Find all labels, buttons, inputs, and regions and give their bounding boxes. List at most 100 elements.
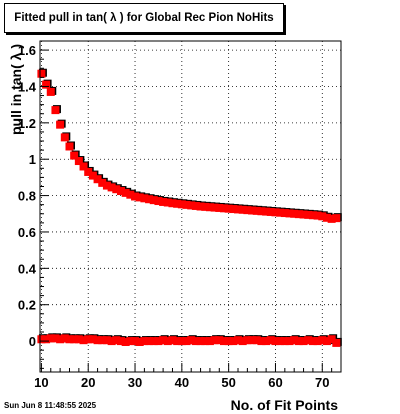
data-point	[79, 336, 88, 345]
data-point	[102, 336, 111, 345]
data-point	[266, 207, 275, 216]
data-point	[215, 203, 224, 212]
chart-title: Fitted pull in tan( λ ) for Global Rec P…	[4, 3, 284, 33]
data-point	[42, 80, 51, 89]
x-tick-label: 20	[81, 375, 95, 390]
y-tick-label: 1.2	[18, 116, 36, 131]
data-point	[163, 198, 172, 207]
data-point	[46, 87, 55, 96]
data-point	[93, 336, 102, 345]
data-point	[56, 335, 65, 344]
data-point	[304, 336, 313, 345]
data-point	[252, 206, 261, 215]
data-point	[116, 187, 125, 196]
y-tick-label: 0	[29, 334, 36, 349]
y-tick-label: 1	[29, 152, 36, 167]
data-point	[248, 336, 257, 345]
y-axis-title: pull in tan( λ )	[8, 44, 24, 135]
data-point	[224, 204, 233, 213]
data-point	[46, 334, 55, 343]
data-point	[201, 202, 210, 211]
data-point	[322, 213, 331, 222]
data-point	[173, 199, 182, 208]
data-point	[262, 337, 271, 346]
data-point	[196, 202, 205, 211]
data-point	[280, 337, 289, 346]
data-point	[285, 209, 294, 218]
data-point	[107, 183, 116, 192]
data-point	[102, 181, 111, 190]
x-tick-label: 40	[175, 375, 189, 390]
data-point	[205, 203, 214, 212]
data-point	[299, 337, 308, 346]
x-tick-label: 60	[268, 375, 282, 390]
data-point	[135, 193, 144, 202]
data-point	[257, 337, 266, 346]
data-point	[327, 335, 336, 344]
data-point	[257, 207, 266, 216]
data-point	[248, 206, 257, 215]
data-point	[88, 335, 97, 344]
data-point	[229, 337, 238, 346]
data-point	[154, 197, 163, 206]
x-axis-title: No. of Fit Points	[231, 397, 339, 413]
timestamp: Sun Jun 8 11:48:55 2025	[4, 401, 97, 410]
data-point	[276, 337, 285, 346]
data-point	[121, 188, 130, 197]
data-point	[65, 335, 74, 344]
data-point	[299, 210, 308, 219]
data-point	[84, 167, 93, 176]
data-point	[219, 337, 228, 346]
data-point	[140, 337, 149, 346]
data-point	[252, 336, 261, 345]
data-point	[219, 204, 228, 213]
data-point	[126, 190, 135, 199]
data-point	[285, 337, 294, 346]
data-point	[238, 205, 247, 214]
data-point	[313, 337, 322, 346]
data-point	[121, 337, 130, 346]
y-tick-label: 0.6	[18, 225, 36, 240]
data-point	[116, 337, 125, 346]
data-point	[145, 195, 154, 204]
y-tick-label: 1.4	[18, 79, 37, 94]
data-point	[313, 211, 322, 220]
data-point	[131, 192, 140, 201]
data-point	[60, 133, 69, 142]
data-point	[70, 151, 79, 160]
data-point	[51, 334, 60, 343]
data-point	[159, 336, 168, 345]
data-point	[126, 337, 135, 346]
data-point	[149, 337, 158, 346]
data-point	[65, 142, 74, 151]
data-point	[271, 208, 280, 217]
data-point	[205, 337, 214, 346]
data-point	[280, 209, 289, 218]
data-point	[210, 336, 219, 345]
data-point	[84, 335, 93, 344]
data-point	[234, 205, 243, 214]
data-point	[163, 337, 172, 346]
data-point	[187, 336, 196, 345]
axis-layer: 10 20 30 40 50 60 70 0 0.2 0.4 0.6 0.8 1 1.2 1.4 1.6	[18, 43, 342, 390]
data-point	[60, 334, 69, 343]
y-tick-label: 0.2	[18, 298, 36, 313]
data-point	[187, 201, 196, 210]
data-point	[37, 69, 46, 78]
marks-layer	[37, 68, 342, 347]
data-point	[191, 201, 200, 210]
data-point	[224, 337, 233, 346]
data-point	[51, 106, 60, 115]
data-point	[177, 200, 186, 209]
data-point	[168, 336, 177, 345]
data-point	[308, 211, 317, 220]
data-point	[177, 337, 186, 346]
data-point	[308, 337, 317, 346]
data-point	[191, 337, 200, 346]
data-point	[276, 208, 285, 217]
data-point	[318, 336, 327, 345]
data-point	[107, 337, 116, 346]
data-point	[149, 196, 158, 205]
x-tick-label: 70	[315, 375, 329, 390]
data-point	[234, 336, 243, 345]
